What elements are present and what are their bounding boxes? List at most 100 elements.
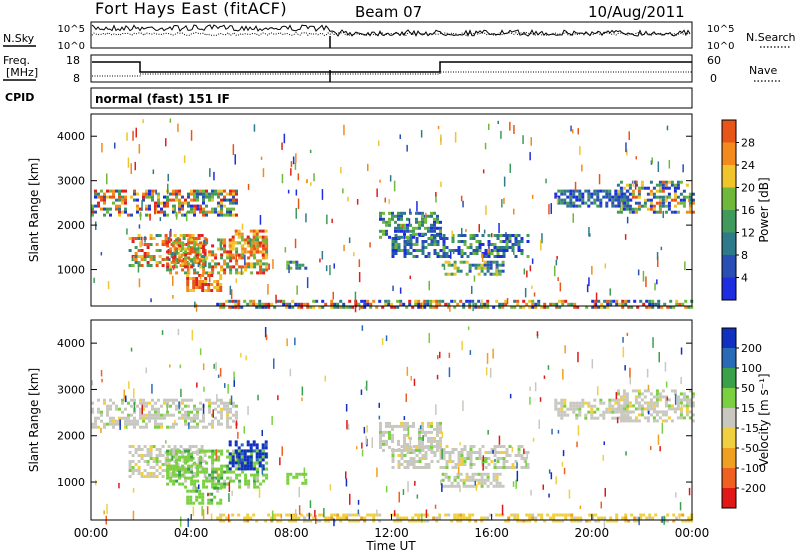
colorbar-tick-label: 24 — [741, 159, 755, 172]
heatmap-cell — [420, 130, 423, 138]
colorbar-tick-label: 28 — [741, 137, 755, 150]
heatmap-cell — [330, 299, 334, 303]
heatmap-cell — [298, 266, 302, 270]
heatmap-cell — [330, 305, 334, 309]
heatmap-cell — [118, 213, 121, 217]
heatmap-cell — [200, 255, 204, 258]
heatmap-cell — [480, 472, 484, 476]
heatmap-cell — [575, 189, 579, 193]
heatmap-cell — [187, 201, 190, 205]
heatmap-cell — [591, 359, 594, 369]
heatmap-cell — [240, 267, 243, 275]
heatmap-cell — [484, 466, 488, 469]
heatmap-cell — [655, 210, 659, 214]
heatmap-cell — [301, 481, 305, 485]
heatmap-cell — [496, 451, 500, 454]
heatmap-cell — [249, 464, 253, 468]
heatmap-cell — [205, 470, 209, 474]
heatmap-cell — [262, 247, 266, 251]
heatmap-cell — [498, 484, 502, 488]
heatmap-cell — [126, 228, 128, 235]
heatmap-cell — [184, 404, 187, 408]
heatmap-cell — [143, 255, 147, 258]
heatmap-cell — [367, 163, 369, 172]
heatmap-cell — [161, 243, 165, 246]
heatmap-cell — [133, 198, 136, 202]
heatmap-cell — [157, 416, 160, 420]
heatmap-cell — [186, 286, 190, 289]
heatmap-cell — [590, 413, 594, 417]
heatmap-cell — [220, 464, 224, 468]
heatmap-cell — [628, 210, 632, 214]
heatmap-cell — [208, 195, 211, 199]
heatmap-cell — [199, 407, 202, 411]
heatmap-cell — [193, 416, 196, 420]
heatmap-cell — [133, 398, 136, 402]
heatmap-cell — [388, 433, 391, 437]
heatmap-cell — [246, 464, 250, 468]
heatmap-cell — [524, 287, 527, 298]
heatmap-cell — [391, 424, 394, 428]
heatmap-cell — [155, 234, 159, 237]
heatmap-cell — [445, 460, 449, 463]
heatmap-cell — [363, 299, 367, 303]
heatmap-cell — [202, 485, 206, 489]
heatmap-cell — [661, 186, 665, 190]
heatmap-cell — [668, 159, 671, 169]
heatmap-cell — [243, 452, 247, 456]
heatmap-cell — [252, 299, 256, 303]
colorbar-swatch — [722, 388, 736, 408]
heatmap-cell — [435, 516, 439, 520]
heatmap-cell — [160, 207, 163, 211]
heatmap-cell — [581, 401, 585, 405]
heatmap-cell — [388, 436, 391, 440]
heatmap-cell — [238, 449, 242, 453]
heatmap-cell — [450, 481, 454, 485]
heatmap-cell — [434, 504, 437, 509]
heatmap-cell — [137, 255, 141, 258]
heatmap-cell — [143, 258, 147, 261]
heatmap-cell — [572, 204, 576, 208]
heatmap-cell — [256, 238, 260, 242]
heatmap-cell — [400, 421, 403, 425]
heatmap-cell — [636, 519, 640, 523]
heatmap-cell — [148, 192, 151, 196]
heatmap-cell — [219, 277, 223, 280]
heatmap-cell — [389, 175, 392, 182]
heatmap-cell — [329, 484, 332, 491]
heatmap-cell — [202, 213, 205, 217]
heatmap-cell — [140, 454, 144, 457]
heatmap-cell — [198, 495, 202, 499]
heatmap-cell — [472, 249, 476, 252]
heatmap-cell — [231, 238, 235, 242]
heatmap-cell — [685, 195, 689, 199]
heatmap-cell — [142, 416, 145, 420]
heatmap-cell — [175, 461, 179, 465]
heatmap-cell — [228, 443, 232, 447]
heatmap-cell — [534, 516, 538, 520]
colorbar-tick-label: -15 — [741, 422, 759, 435]
heatmap-cell — [219, 286, 223, 289]
heatmap-cell — [103, 510, 105, 515]
heatmap-cell — [475, 234, 479, 237]
heatmap-cell — [100, 413, 103, 417]
heatmap-cell — [231, 235, 235, 239]
heatmap-cell — [507, 519, 511, 523]
heatmap-cell — [241, 256, 245, 260]
heatmap-cell — [564, 299, 568, 303]
heatmap-cell — [468, 269, 472, 273]
heatmap-cell — [241, 455, 245, 459]
heatmap-cell — [166, 268, 170, 272]
heatmap-cell — [468, 516, 472, 520]
heatmap-cell — [333, 305, 337, 309]
heatmap-cell — [146, 252, 150, 255]
heatmap-cell — [255, 302, 259, 306]
heatmap-cell — [501, 484, 505, 488]
heatmap-cell — [412, 448, 415, 452]
heatmap-cell — [602, 410, 606, 414]
heatmap-cell — [201, 501, 205, 505]
heatmap-cell — [508, 445, 512, 448]
heatmap-cell — [609, 299, 613, 303]
heatmap-cell — [647, 410, 650, 415]
heatmap-cell — [271, 416, 273, 425]
